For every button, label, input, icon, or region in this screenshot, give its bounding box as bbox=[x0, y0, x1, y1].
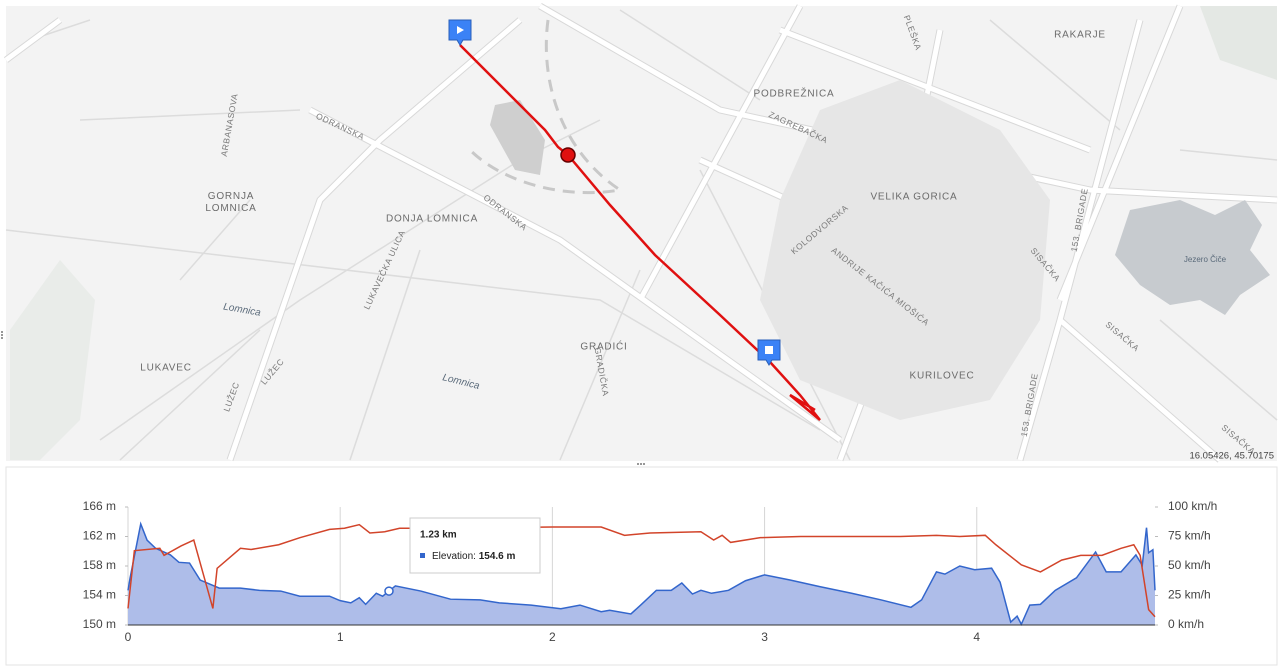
y2-tick-label: 25 km/h bbox=[1168, 588, 1211, 602]
y2-tick-label: 50 km/h bbox=[1168, 558, 1211, 572]
y2-tick-label: 0 km/h bbox=[1168, 617, 1204, 631]
y-tick-label: 154 m bbox=[83, 588, 116, 602]
place-label-line: GORNJA bbox=[208, 191, 254, 202]
place-label: VELIKA GORICA bbox=[870, 192, 957, 203]
x-tick-label: 2 bbox=[549, 630, 556, 644]
y-tick-label: 150 m bbox=[83, 617, 116, 631]
y-tick-label: 166 m bbox=[83, 499, 116, 513]
tooltip: 1.23 km Elevation: 154.6 m bbox=[409, 517, 541, 574]
x-tick-label: 1 bbox=[337, 630, 344, 644]
place-label-line: LOMNICA bbox=[205, 203, 256, 214]
place-label: LUKAVEC bbox=[140, 363, 192, 374]
place-label: GORNJA LOMNICA bbox=[205, 191, 256, 214]
tooltip-value: 154.6 m bbox=[479, 551, 516, 562]
line bbox=[127, 523, 1156, 618]
x-tick-label: 0 bbox=[125, 630, 132, 644]
track bbox=[459, 44, 821, 421]
place-label: PODBREŽNICA bbox=[753, 87, 834, 100]
y2-tick-label: 75 km/h bbox=[1168, 529, 1211, 543]
position-marker bbox=[560, 147, 576, 163]
tooltip-title: 1.23 km bbox=[420, 530, 457, 541]
tooltip-box bbox=[409, 517, 541, 574]
start-marker[interactable] bbox=[448, 19, 472, 46]
line bbox=[127, 521, 1156, 626]
map-roads bbox=[3, 2, 1278, 463]
splitter[interactable] bbox=[1, 331, 645, 465]
area bbox=[128, 523, 1155, 625]
x-tick-label: 4 bbox=[973, 630, 980, 644]
chart-panel bbox=[5, 466, 1278, 666]
tooltip-label: Elevation: bbox=[432, 551, 476, 562]
place-label: GRADIĆI bbox=[580, 340, 627, 353]
place-label: DONJA LOMNICA bbox=[386, 214, 478, 225]
y2-tick-label: 100 km/h bbox=[1168, 499, 1217, 513]
y-tick-label: 158 m bbox=[83, 558, 116, 572]
map[interactable] bbox=[6, 6, 1277, 461]
tooltip-text: Elevation: 154.6 m bbox=[432, 551, 516, 562]
route bbox=[448, 19, 821, 421]
coordinates: 16.05426, 45.70175 bbox=[1189, 451, 1274, 462]
y-tick-label: 162 m bbox=[83, 529, 116, 543]
hover-point bbox=[384, 586, 394, 596]
place-label: RAKARJE bbox=[1054, 30, 1106, 41]
tooltip-swatch bbox=[420, 553, 425, 558]
end-marker[interactable] bbox=[757, 339, 781, 366]
chart: 0 1 2 3 4 150 m 154 m 158 m 162 m 166 m 0 km/h 25 k… bbox=[83, 499, 1218, 644]
place-label: KURILOVEC bbox=[910, 371, 975, 382]
x-tick-label: 3 bbox=[761, 630, 768, 644]
water-label: Jezero Čiče bbox=[1184, 255, 1227, 264]
